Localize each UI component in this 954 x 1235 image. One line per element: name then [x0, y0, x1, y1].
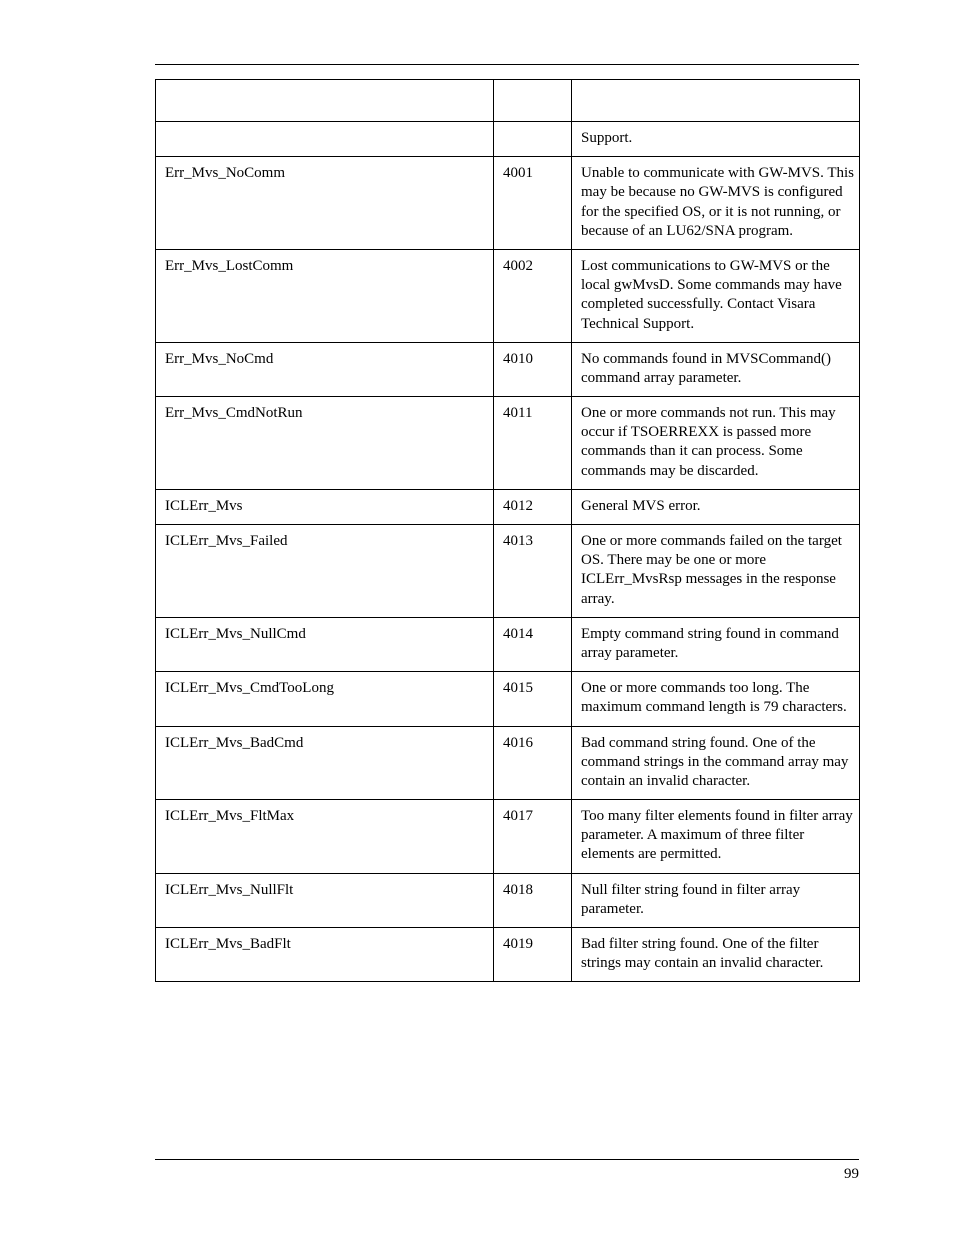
error-codes-table: Support. Err_Mvs_NoComm 4001 Unable to c…	[155, 79, 860, 982]
cell-name: Err_Mvs_NoComm	[156, 157, 494, 250]
table-row: ICLErr_Mvs_BadCmd 4016 Bad command strin…	[156, 726, 860, 800]
cell-name: ICLErr_Mvs_NullCmd	[156, 617, 494, 671]
col-header-code	[494, 80, 572, 122]
table-row: Err_Mvs_NoCmd 4010 No commands found in …	[156, 342, 860, 396]
cell-name: Err_Mvs_NoCmd	[156, 342, 494, 396]
cell-desc: One or more commands failed on the targe…	[572, 525, 860, 618]
cell-code: 4016	[494, 726, 572, 800]
cell-desc: Bad filter string found. One of the filt…	[572, 928, 860, 982]
page-container: Support. Err_Mvs_NoComm 4001 Unable to c…	[0, 0, 954, 1235]
cell-desc: Lost communications to GW-MVS or the loc…	[572, 249, 860, 342]
cell-name: Err_Mvs_CmdNotRun	[156, 397, 494, 490]
cell-code: 4017	[494, 800, 572, 874]
col-header-name	[156, 80, 494, 122]
table-row: Err_Mvs_CmdNotRun 4011 One or more comma…	[156, 397, 860, 490]
cell-code: 4014	[494, 617, 572, 671]
cell-code: 4013	[494, 525, 572, 618]
table-row: ICLErr_Mvs_NullFlt 4018 Null filter stri…	[156, 873, 860, 927]
cell-desc: Unable to communicate with GW-MVS. This …	[572, 157, 860, 250]
table-row: ICLErr_Mvs_FltMax 4017 Too many filter e…	[156, 800, 860, 874]
cell-code	[494, 122, 572, 157]
cell-desc: Null filter string found in filter array…	[572, 873, 860, 927]
cell-desc: One or more commands not run. This may o…	[572, 397, 860, 490]
bottom-rule	[155, 1159, 859, 1160]
top-rule	[155, 64, 859, 65]
table-body: Support. Err_Mvs_NoComm 4001 Unable to c…	[156, 122, 860, 982]
page-number: 99	[155, 1166, 859, 1183]
table-row: ICLErr_Mvs_Failed 4013 One or more comma…	[156, 525, 860, 618]
cell-desc: One or more commands too long. The maxim…	[572, 672, 860, 726]
cell-code: 4001	[494, 157, 572, 250]
cell-desc: Too many filter elements found in filter…	[572, 800, 860, 874]
cell-name: ICLErr_Mvs_NullFlt	[156, 873, 494, 927]
table-row: Support.	[156, 122, 860, 157]
table-row: Err_Mvs_NoComm 4001 Unable to communicat…	[156, 157, 860, 250]
cell-name: ICLErr_Mvs_BadFlt	[156, 928, 494, 982]
cell-desc: General MVS error.	[572, 489, 860, 524]
cell-name: Err_Mvs_LostComm	[156, 249, 494, 342]
cell-code: 4010	[494, 342, 572, 396]
cell-desc: No commands found in MVSCommand() comman…	[572, 342, 860, 396]
cell-code: 4011	[494, 397, 572, 490]
cell-name: ICLErr_Mvs_CmdTooLong	[156, 672, 494, 726]
table-row: ICLErr_Mvs_CmdTooLong 4015 One or more c…	[156, 672, 860, 726]
cell-name: ICLErr_Mvs_Failed	[156, 525, 494, 618]
cell-name: ICLErr_Mvs_FltMax	[156, 800, 494, 874]
cell-desc: Empty command string found in command ar…	[572, 617, 860, 671]
cell-desc: Bad command string found. One of the com…	[572, 726, 860, 800]
table-row: ICLErr_Mvs 4012 General MVS error.	[156, 489, 860, 524]
cell-name	[156, 122, 494, 157]
footer: 99	[155, 1159, 859, 1183]
cell-name: ICLErr_Mvs	[156, 489, 494, 524]
table-row: Err_Mvs_LostComm 4002 Lost communication…	[156, 249, 860, 342]
cell-code: 4015	[494, 672, 572, 726]
cell-code: 4018	[494, 873, 572, 927]
cell-name: ICLErr_Mvs_BadCmd	[156, 726, 494, 800]
col-header-desc	[572, 80, 860, 122]
table-header-row	[156, 80, 860, 122]
cell-code: 4012	[494, 489, 572, 524]
cell-code: 4002	[494, 249, 572, 342]
cell-code: 4019	[494, 928, 572, 982]
table-row: ICLErr_Mvs_BadFlt 4019 Bad filter string…	[156, 928, 860, 982]
table-row: ICLErr_Mvs_NullCmd 4014 Empty command st…	[156, 617, 860, 671]
cell-desc: Support.	[572, 122, 860, 157]
